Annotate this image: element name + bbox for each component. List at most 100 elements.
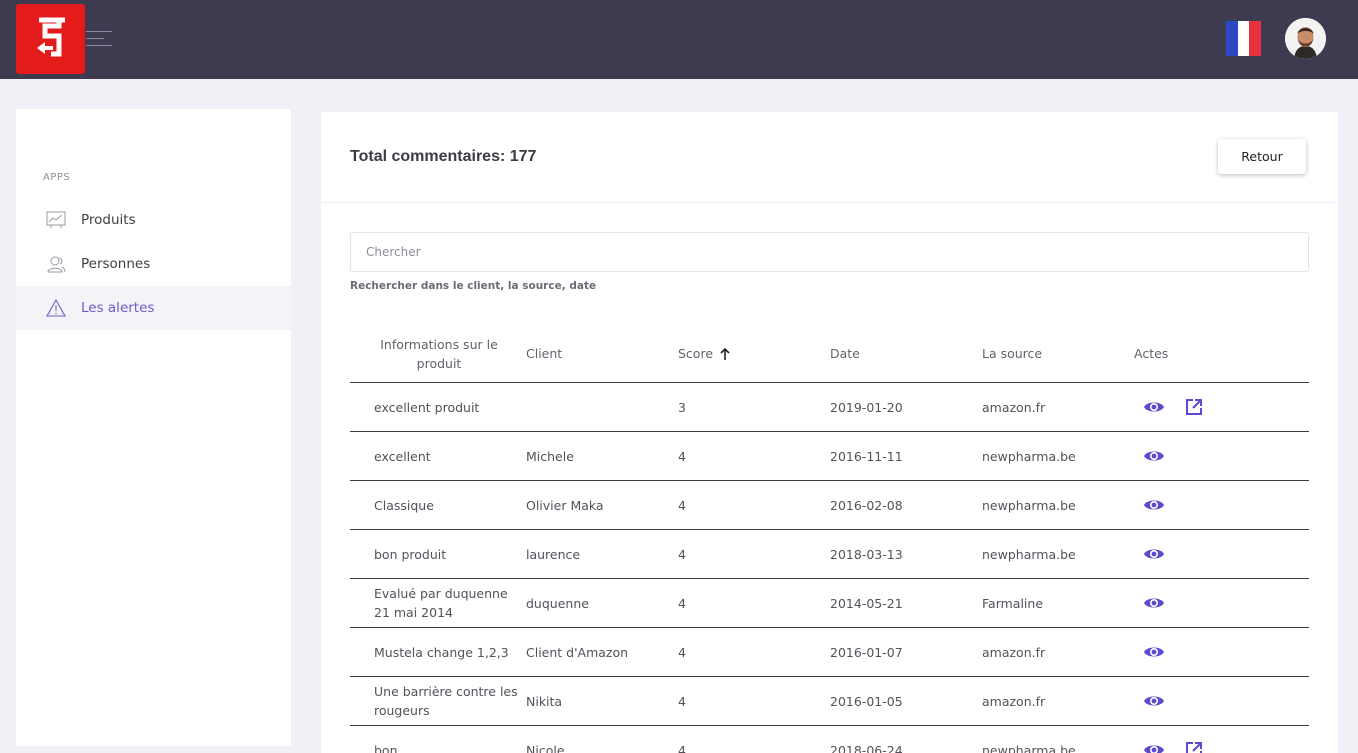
table-row: bon produit laurence 4 2018-03-13 newpharma.… bbox=[350, 530, 1309, 579]
cell-info: Mustela change 1,2,3 bbox=[374, 644, 509, 660]
cell-source: newpharma.be bbox=[982, 742, 1076, 753]
app-logo[interactable] bbox=[16, 4, 85, 74]
table-row: Classique Olivier Maka 4 2016-02-08 newpharm… bbox=[350, 481, 1309, 530]
view-eye-icon[interactable] bbox=[1142, 591, 1166, 615]
cell-actions bbox=[1142, 432, 1302, 480]
table-row: Mustela change 1,2,3 Client d'Amazon 4 2016… bbox=[350, 628, 1309, 677]
cell-actions bbox=[1142, 530, 1302, 578]
flag-stripe-blue bbox=[1226, 21, 1238, 56]
page-title: Total commentaires: 177 bbox=[350, 148, 537, 165]
column-header-actions: Actes bbox=[1134, 346, 1169, 361]
cell-client: Client d'Amazon bbox=[526, 644, 629, 660]
cell-source: amazon.fr bbox=[982, 693, 1046, 709]
cell-date: 2018-03-13 bbox=[830, 546, 903, 562]
top-bar bbox=[0, 0, 1358, 79]
view-eye-icon[interactable] bbox=[1142, 640, 1166, 664]
cell-info: excellent bbox=[374, 448, 431, 464]
card-header: Total commentaires: 177 Retour bbox=[321, 112, 1338, 203]
table-row: Une barrière contre les rougeurs Nikita 4 2… bbox=[350, 677, 1309, 726]
cell-score: 4 bbox=[678, 595, 686, 611]
back-button[interactable]: Retour bbox=[1218, 139, 1306, 174]
cell-date: 2016-01-05 bbox=[830, 693, 903, 709]
cell-actions bbox=[1142, 383, 1302, 431]
cell-actions bbox=[1142, 481, 1302, 529]
column-header-client[interactable]: Client bbox=[526, 346, 563, 361]
table-row: excellent Michele 4 2016-11-11 newpharma.be bbox=[350, 432, 1309, 481]
user-avatar[interactable] bbox=[1285, 18, 1326, 59]
column-header-score[interactable]: Score bbox=[678, 324, 732, 383]
cell-actions bbox=[1142, 628, 1302, 676]
sidebar-item-label: Personnes bbox=[81, 256, 151, 272]
table-header: Informations sur le produit Client Score… bbox=[350, 324, 1309, 383]
flag-stripe-red bbox=[1249, 21, 1262, 56]
cell-date: 2018-06-24 bbox=[830, 742, 903, 753]
view-eye-icon[interactable] bbox=[1142, 689, 1166, 713]
view-eye-icon[interactable] bbox=[1142, 444, 1166, 468]
cell-date: 2016-11-11 bbox=[830, 448, 903, 464]
cell-info: Evalué par duquenne 21 mai 2014 bbox=[374, 586, 508, 620]
logo-icon bbox=[36, 17, 65, 57]
open-external-icon[interactable] bbox=[1182, 738, 1206, 753]
cell-actions bbox=[1142, 579, 1302, 627]
cell-score: 4 bbox=[678, 448, 686, 464]
avatar-image bbox=[1285, 18, 1326, 59]
search-input[interactable] bbox=[350, 232, 1309, 272]
column-header-info[interactable]: Informations sur le produit bbox=[380, 336, 498, 371]
cell-client: Olivier Maka bbox=[526, 497, 604, 513]
cell-score: 4 bbox=[678, 546, 686, 562]
cell-score: 3 bbox=[678, 399, 686, 415]
sidebar-item-label: Produits bbox=[81, 212, 136, 228]
cell-client bbox=[526, 383, 676, 431]
cell-date: 2014-05-21 bbox=[830, 595, 903, 611]
cell-info: Une barrière contre les rougeurs bbox=[374, 684, 518, 718]
view-eye-icon[interactable] bbox=[1142, 738, 1166, 753]
cell-date: 2016-01-07 bbox=[830, 644, 903, 660]
sidebar-item-personnes[interactable]: Personnes bbox=[16, 242, 291, 286]
view-eye-icon[interactable] bbox=[1142, 493, 1166, 517]
cell-score: 4 bbox=[678, 497, 686, 513]
cell-source: newpharma.be bbox=[982, 497, 1076, 513]
cell-score: 4 bbox=[678, 742, 686, 753]
sort-arrow-up-icon bbox=[720, 347, 730, 360]
users-icon bbox=[45, 253, 67, 275]
search-hint: Rechercher dans le client, la source, da… bbox=[350, 280, 597, 292]
menu-toggle-icon[interactable] bbox=[86, 31, 112, 49]
cell-source: newpharma.be bbox=[982, 546, 1076, 562]
cell-client: laurence bbox=[526, 546, 581, 562]
comments-table: Informations sur le produit Client Score… bbox=[350, 324, 1309, 753]
column-header-label: Score bbox=[678, 346, 714, 361]
cell-score: 4 bbox=[678, 644, 686, 660]
table-body: excellent produit 3 2019-01-20 amazon.fr exc… bbox=[350, 383, 1309, 753]
cell-actions bbox=[1142, 726, 1302, 753]
cell-date: 2019-01-20 bbox=[830, 399, 903, 415]
view-eye-icon[interactable] bbox=[1142, 395, 1166, 419]
cell-client: duquenne bbox=[526, 595, 589, 611]
sidebar-item-alertes[interactable]: Les alertes bbox=[16, 286, 291, 330]
view-eye-icon[interactable] bbox=[1142, 542, 1166, 566]
cell-source: amazon.fr bbox=[982, 399, 1046, 415]
cell-score: 4 bbox=[678, 693, 686, 709]
table-row: Evalué par duquenne 21 mai 2014 duquenne 4… bbox=[350, 579, 1309, 628]
cell-info: Classique bbox=[374, 497, 434, 513]
cell-info: bon bbox=[374, 742, 398, 753]
sidebar-heading: APPS bbox=[43, 172, 71, 183]
chart-icon bbox=[45, 209, 67, 231]
cell-client: Nikita bbox=[526, 693, 563, 709]
sidebar: APPS Produits Personnes Les alertes bbox=[16, 109, 291, 746]
table-row: excellent produit 3 2019-01-20 amazon.fr bbox=[350, 383, 1309, 432]
column-header-date[interactable]: Date bbox=[830, 346, 860, 361]
warning-icon bbox=[45, 297, 67, 319]
cell-info: bon produit bbox=[374, 546, 447, 562]
sidebar-item-produits[interactable]: Produits bbox=[16, 198, 291, 242]
language-flag-icon[interactable] bbox=[1226, 21, 1262, 56]
comments-card: Total commentaires: 177 Retour Recherche… bbox=[321, 112, 1338, 753]
cell-actions bbox=[1142, 677, 1302, 725]
cell-info: excellent produit bbox=[374, 399, 480, 415]
flag-stripe-white bbox=[1237, 21, 1250, 56]
cell-client: Michele bbox=[526, 448, 574, 464]
cell-source: newpharma.be bbox=[982, 448, 1076, 464]
column-header-source[interactable]: La source bbox=[982, 346, 1043, 361]
cell-date: 2016-02-08 bbox=[830, 497, 903, 513]
cell-source: Farmaline bbox=[982, 595, 1044, 611]
open-external-icon[interactable] bbox=[1182, 395, 1206, 419]
